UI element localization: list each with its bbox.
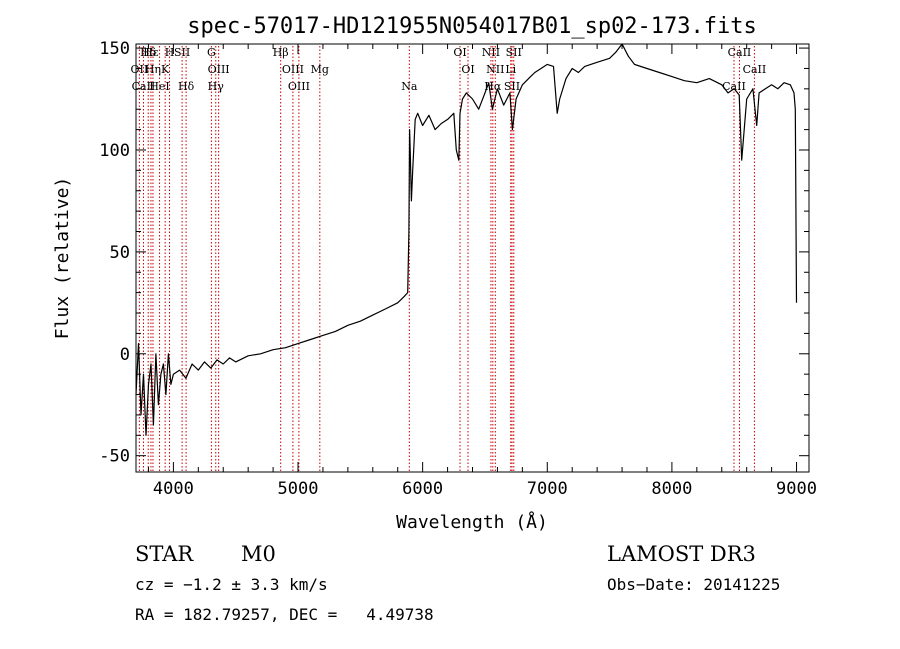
- y-tick-label: -50: [99, 447, 130, 467]
- line-marker-label: H: [165, 46, 175, 59]
- y-tick-label: 100: [99, 141, 130, 161]
- line-marker-label: NII: [482, 46, 500, 59]
- series-group: [135, 43, 798, 436]
- x-tick-label: 6000: [402, 479, 443, 499]
- star-subclass-label: M0: [241, 542, 276, 566]
- line-marker-label: Hε: [143, 46, 159, 59]
- line-marker-label: Hδ: [178, 80, 195, 93]
- line-marker-label: SII: [504, 80, 520, 93]
- redshift-label: cz = −1.2 ± 3.3 km/s: [135, 575, 328, 594]
- line-markers: [138, 46, 755, 472]
- line-marker-label: SII: [174, 46, 190, 59]
- x-tick-label: 8000: [651, 479, 692, 499]
- x-tick-label: 4000: [153, 479, 194, 499]
- line-marker-label: NII: [486, 63, 504, 76]
- line-marker-label: OI: [461, 63, 474, 76]
- x-tick-label: 9000: [776, 479, 817, 499]
- x-tick-label: 5000: [278, 479, 319, 499]
- line-marker-label: Na: [401, 80, 418, 93]
- line-marker-label: Mg: [311, 63, 329, 76]
- y-tick-label: 150: [99, 39, 130, 59]
- y-tick-label: 50: [110, 243, 130, 263]
- obs-date-label: Obs−Date: 20141225: [607, 575, 780, 594]
- line-marker-label: HeI: [149, 80, 169, 93]
- line-marker-label: Li: [505, 63, 516, 76]
- coordinates-label: RA = 182.79257, DEC = 4.49738: [135, 605, 434, 624]
- line-marker-label: G: [207, 46, 216, 59]
- line-marker-label: CaII: [728, 46, 752, 59]
- axis-ticks: 4000 5000 6000 7000 8000 9000 -50 0 50 100 150: [99, 39, 817, 499]
- x-tick-label: 7000: [527, 479, 568, 499]
- line-marker-label: OI: [453, 46, 466, 59]
- plot-frame: [135, 43, 810, 473]
- y-tick-label: 0: [120, 345, 130, 365]
- line-marker-label: Hβ: [273, 46, 289, 59]
- line-marker-label: CaII: [722, 80, 746, 93]
- line-marker-labels: Hδ OII CaII HεK HeI H Hη Hδ SII OIII Hγ G OIII OIII Hβ…: [131, 46, 767, 93]
- line-marker-label: OIII: [288, 80, 310, 93]
- line-marker-label: SII: [506, 46, 522, 59]
- line-marker-label: Hδ: [140, 46, 157, 59]
- survey-label: LAMOST DR3: [607, 542, 756, 566]
- line-marker-label: K: [161, 63, 170, 76]
- line-marker-label: Hγ: [208, 80, 225, 93]
- star-class-label: STAR: [135, 542, 194, 566]
- line-marker-label: OIII: [208, 63, 230, 76]
- line-marker-label: CaII: [132, 80, 156, 93]
- spectrum-line: [135, 43, 798, 436]
- x-axis-label: Wavelength (Å): [396, 511, 548, 533]
- y-axis-label: Flux (relative): [52, 177, 73, 340]
- line-marker-label: CaII: [743, 63, 767, 76]
- line-marker-label: Hη: [145, 63, 161, 76]
- line-marker-label: OII: [131, 63, 149, 76]
- chart-title: spec-57017-HD121955N054017B01_sp02-173.f…: [187, 14, 757, 39]
- line-marker-label: OIII: [282, 63, 304, 76]
